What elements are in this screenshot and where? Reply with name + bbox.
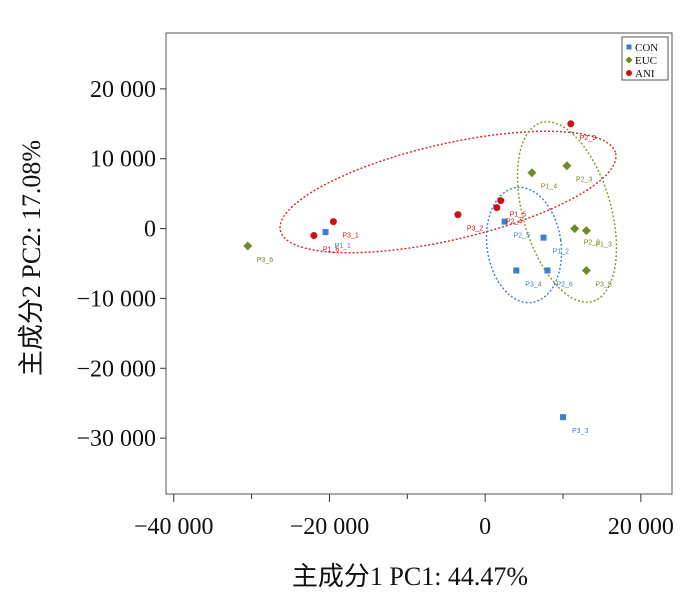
y-tick-label: −20 000	[76, 356, 156, 382]
point-p2-5	[501, 218, 508, 225]
x-axis-title: 主成分1 PC1: 44.47%	[292, 562, 528, 591]
y-tick-label: 20 000	[90, 77, 156, 103]
x-tick-label: −20 000	[290, 514, 370, 540]
point-label: P1_5	[510, 212, 526, 219]
point-label: P2_9	[580, 135, 596, 142]
point-label: P2_4	[506, 219, 522, 226]
point-p1-5	[497, 197, 505, 205]
y-tick-label: −30 000	[76, 426, 156, 452]
point-label: P1_2	[553, 249, 569, 256]
x-tick-label: 0	[479, 514, 491, 540]
point-p1-2	[540, 234, 547, 241]
legend-label: EUC	[635, 55, 657, 67]
point-p2-6	[544, 267, 551, 274]
point-label: P1_1	[335, 243, 351, 250]
point-p1-4	[527, 168, 537, 178]
legend-marker	[626, 70, 632, 76]
point-p1-1	[322, 229, 329, 236]
point-label: P1_3	[595, 242, 611, 249]
con-ellipse	[485, 186, 563, 304]
point-p2-3	[562, 161, 572, 171]
legend-label: ANI	[635, 68, 655, 80]
point-label: P3_3	[572, 428, 588, 435]
point-p3-4	[513, 267, 520, 274]
point-p2-4	[493, 204, 501, 212]
x-tick-label: −40 000	[134, 514, 214, 540]
point-label: P3_4	[525, 281, 541, 288]
point-p2-9	[567, 120, 575, 128]
x-tick-label: 20 000	[608, 514, 674, 540]
point-label: P3_1	[342, 233, 358, 240]
euc-ellipse	[516, 121, 618, 303]
legend-marker	[626, 44, 632, 50]
point-label: P1_6	[323, 247, 339, 254]
point-p1-6	[310, 232, 318, 240]
point-p3-3	[560, 414, 567, 421]
y-tick-label: −10 000	[76, 286, 156, 312]
plot-frame	[165, 32, 673, 495]
point-p2-2	[570, 224, 580, 234]
point-label: P2_2	[584, 240, 600, 247]
legend-marker	[625, 56, 633, 64]
point-label: P3_6	[257, 257, 273, 264]
ani-ellipse	[279, 130, 617, 254]
point-p3-2	[454, 211, 462, 219]
legend-label: CON	[635, 42, 658, 54]
point-label: P2_6	[556, 281, 572, 288]
point-label: P2_5	[514, 233, 530, 240]
point-label: P1_4	[541, 184, 557, 191]
point-p3-5	[581, 265, 591, 275]
point-p3-1	[329, 218, 337, 226]
y-axis-title: 主成分2 PC2: 17.08%	[17, 140, 46, 376]
point-p3-6	[243, 241, 253, 251]
point-label: P3_2	[467, 226, 483, 233]
y-tick-label: 0	[144, 217, 156, 243]
point-label: P3_5	[595, 281, 611, 288]
point-p1-3	[581, 226, 591, 236]
y-tick-label: 10 000	[90, 147, 156, 173]
point-label: P2_3	[576, 177, 592, 184]
